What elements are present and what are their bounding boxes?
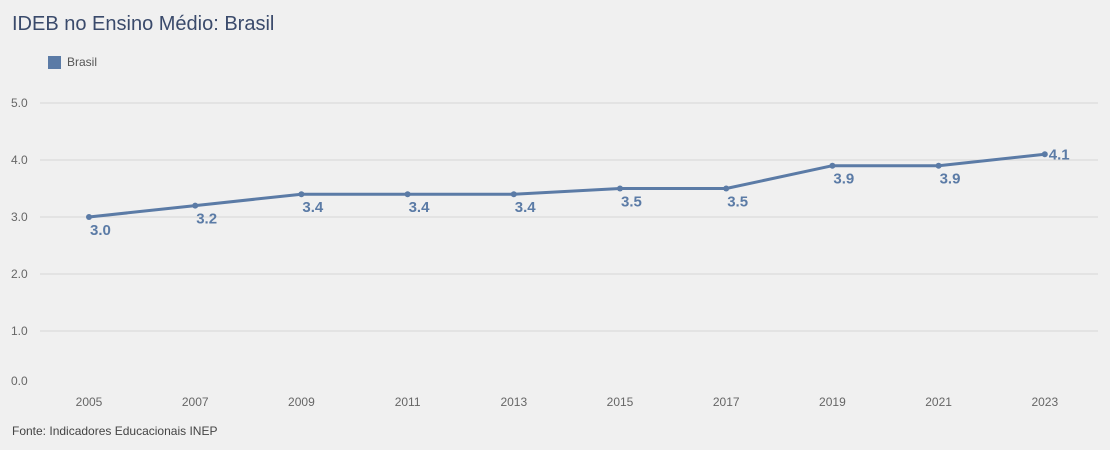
data-point	[298, 191, 305, 198]
x-tick-label: 2023	[1031, 395, 1058, 409]
data-label: 3.0	[90, 222, 111, 239]
y-tick-label: 3.0	[11, 210, 28, 224]
data-point	[829, 162, 836, 169]
y-tick-label: 0.0	[11, 374, 28, 388]
source-note: Fonte: Indicadores Educacionais INEP	[12, 424, 218, 438]
data-point	[1041, 151, 1048, 158]
legend-label: Brasil	[67, 55, 98, 69]
legend-swatch	[48, 55, 61, 69]
data-label: 3.4	[302, 199, 324, 216]
data-label: 3.4	[515, 199, 537, 216]
data-label: 3.9	[940, 171, 961, 188]
x-tick-label: 2005	[76, 395, 103, 409]
x-tick-label: 2007	[182, 395, 209, 409]
y-tick-label: 5.0	[11, 96, 28, 110]
x-tick-label: 2009	[288, 395, 315, 409]
data-point	[86, 214, 92, 220]
data-point	[192, 202, 199, 209]
data-label: 3.2	[196, 211, 217, 228]
x-tick-label: 2015	[607, 395, 634, 409]
data-point	[617, 185, 623, 192]
data-label: 3.5	[621, 194, 642, 211]
data-label: 3.9	[833, 171, 854, 188]
data-label: 4.1	[1049, 146, 1070, 163]
data-label: 3.4	[409, 199, 431, 216]
y-tick-label: 4.0	[11, 153, 28, 167]
chart-title: IDEB no Ensino Médio: Brasil	[12, 13, 275, 35]
y-tick-label: 1.0	[11, 324, 28, 338]
data-point	[935, 162, 942, 169]
data-point	[404, 191, 411, 198]
x-tick-label: 2021	[925, 395, 952, 409]
x-tick-label: 2011	[395, 395, 421, 409]
x-tick-label: 2017	[713, 395, 740, 409]
x-tick-label: 2019	[819, 395, 846, 409]
series-line-brasil	[87, 152, 1047, 219]
x-tick-label: 2013	[500, 395, 527, 409]
data-point	[510, 191, 517, 198]
data-point	[723, 185, 730, 192]
legend[interactable]: Brasil	[48, 55, 97, 69]
y-tick-label: 2.0	[11, 267, 28, 281]
data-label: 3.5	[727, 194, 748, 211]
